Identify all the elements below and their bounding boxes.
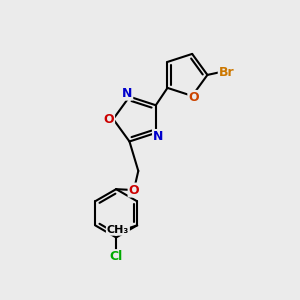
Text: Cl: Cl xyxy=(110,250,123,263)
Text: O: O xyxy=(188,91,199,104)
Text: N: N xyxy=(122,87,132,100)
Text: O: O xyxy=(103,112,114,126)
Text: O: O xyxy=(129,184,139,196)
Text: N: N xyxy=(153,130,163,143)
Text: CH₃: CH₃ xyxy=(107,225,129,235)
Text: Br: Br xyxy=(219,66,234,79)
